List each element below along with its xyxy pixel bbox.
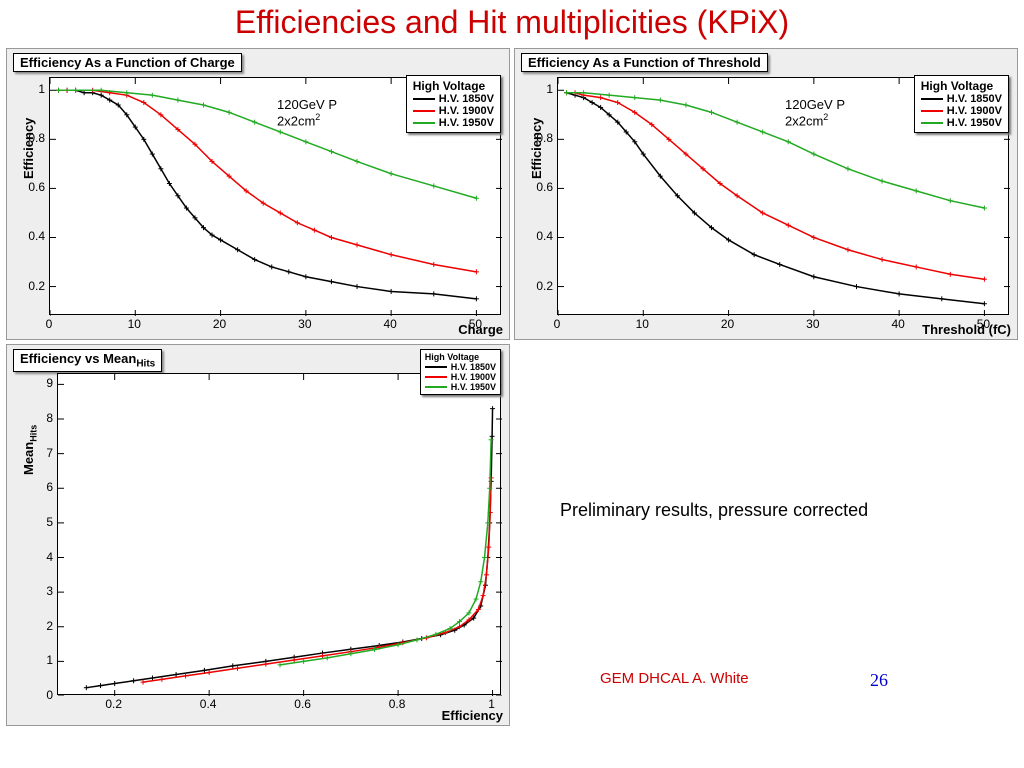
legend-title: High Voltage (425, 352, 496, 362)
slide-number: 26 (870, 670, 888, 691)
y-tick-label: 0.8 (19, 131, 45, 145)
x-tick-label: 1 (488, 697, 495, 711)
chart-annotation: 120GeV P2x2cm2 (277, 97, 337, 128)
x-tick-label: 40 (383, 317, 396, 331)
y-tick-label: 0.2 (527, 279, 553, 293)
y-tick-label: 0.8 (527, 131, 553, 145)
x-tick-label: 10 (636, 317, 649, 331)
x-tick-label: 0.8 (389, 697, 406, 711)
y-tick-label: 9 (27, 376, 53, 390)
y-tick-label: 1 (27, 653, 53, 667)
x-tick-label: 50 (977, 317, 990, 331)
x-tick-label: 0 (554, 317, 561, 331)
x-tick-label: 50 (469, 317, 482, 331)
legend: High VoltageH.V. 1850VH.V. 1900VH.V. 195… (420, 349, 501, 395)
x-tick-label: 30 (806, 317, 819, 331)
x-tick-label: 20 (721, 317, 734, 331)
legend-item: H.V. 1850V (921, 93, 1002, 105)
legend-item: H.V. 1900V (921, 105, 1002, 117)
y-tick-label: 0.6 (19, 180, 45, 194)
x-tick-label: 0.6 (294, 697, 311, 711)
y-tick-label: 4 (27, 550, 53, 564)
legend-item: H.V. 1950V (921, 117, 1002, 129)
x-tick-label: 0.2 (105, 697, 122, 711)
legend-item: H.V. 1950V (425, 382, 496, 392)
legend-item: H.V. 1850V (413, 93, 494, 105)
x-tick-label: 0 (46, 317, 53, 331)
chart-efficiency-vs-charge: Efficiency As a Function of Charge Effic… (6, 48, 510, 340)
y-tick-label: 0.4 (527, 229, 553, 243)
legend-item: H.V. 1950V (413, 117, 494, 129)
legend: High VoltageH.V. 1850VH.V. 1900VH.V. 195… (914, 75, 1009, 133)
y-axis-label: Efficiency (21, 118, 36, 179)
page-title: Efficiencies and Hit multiplicities (KPi… (0, 4, 1024, 41)
chart-title: Efficiency As a Function of Threshold (521, 53, 768, 72)
chart-annotation: 120GeV P2x2cm2 (785, 97, 845, 128)
y-tick-label: 8 (27, 411, 53, 425)
y-tick-label: 2 (27, 619, 53, 633)
x-tick-label: 0.4 (200, 697, 217, 711)
y-tick-label: 6 (27, 480, 53, 494)
x-tick-label: 20 (213, 317, 226, 331)
x-tick-label: 10 (128, 317, 141, 331)
x-axis-label: Threshold (fC) (922, 322, 1011, 337)
y-tick-label: 5 (27, 515, 53, 529)
chart-efficiency-vs-meanhits: Efficiency vs MeanHits MeanHits Efficien… (6, 344, 510, 726)
chart-efficiency-vs-threshold: Efficiency As a Function of Threshold Ef… (514, 48, 1018, 340)
chart-title: Efficiency vs MeanHits (13, 349, 162, 372)
legend-item: H.V. 1850V (425, 362, 496, 372)
y-tick-label: 0.6 (527, 180, 553, 194)
y-tick-label: 0.2 (19, 279, 45, 293)
y-tick-label: 0.4 (19, 229, 45, 243)
x-tick-label: 40 (891, 317, 904, 331)
note-text: Preliminary results, pressure corrected (560, 500, 868, 521)
footer-credit: GEM DHCAL A. White (600, 670, 749, 687)
legend: High VoltageH.V. 1850VH.V. 1900VH.V. 195… (406, 75, 501, 133)
y-axis-label: Efficiency (529, 118, 544, 179)
legend-title: High Voltage (413, 79, 494, 93)
y-tick-label: 3 (27, 584, 53, 598)
plot-area (57, 373, 501, 695)
y-tick-label: 1 (527, 82, 553, 96)
y-tick-label: 7 (27, 446, 53, 460)
legend-item: H.V. 1900V (425, 372, 496, 382)
y-tick-label: 0 (27, 688, 53, 702)
x-tick-label: 30 (298, 317, 311, 331)
chart-title: Efficiency As a Function of Charge (13, 53, 242, 72)
legend-item: H.V. 1900V (413, 105, 494, 117)
legend-title: High Voltage (921, 79, 1002, 93)
y-tick-label: 1 (19, 82, 45, 96)
